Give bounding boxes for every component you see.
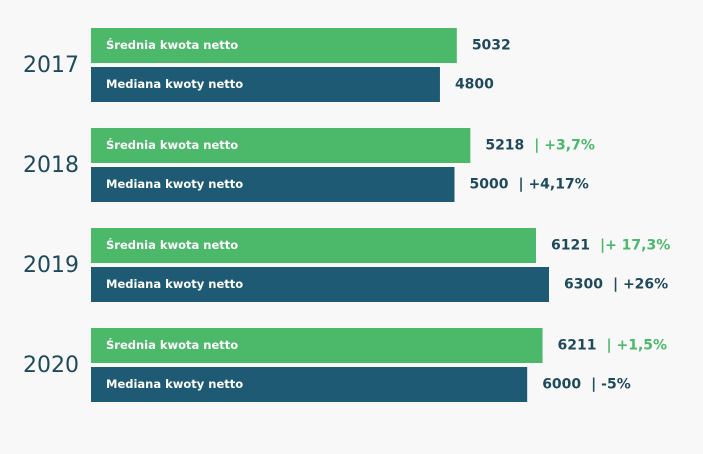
bar [91,267,549,302]
bar [91,228,536,263]
bar [91,367,528,402]
bar-series-label: Mediana kwoty netto [106,77,243,91]
value-label: 5218 [485,138,524,154]
change-label: | +26% [613,277,668,293]
bar-series-label: Mediana kwoty netto [106,277,243,291]
bar-series-label: Mediana kwoty netto [106,377,243,391]
year-label: 2017 [23,53,79,78]
value-label: 5032 [472,38,511,54]
change-label: |+ 17,3% [600,238,670,254]
change-label: | +4,17% [518,177,588,193]
bar-series-label: Średnia kwota netto [106,337,238,352]
change-label: | -5% [591,377,631,393]
change-label: | +1,5% [606,338,667,354]
change-label: | +3,7% [534,138,595,154]
year-label: 2020 [23,353,79,378]
bar-series-label: Średnia kwota netto [106,137,238,152]
year-label: 2018 [23,153,79,178]
bar-series-label: Średnia kwota netto [106,237,238,252]
value-label: 6121 [551,238,590,254]
value-label: 5000 [469,177,508,193]
bar-series-label: Średnia kwota netto [106,37,238,52]
value-label: 6211 [558,338,597,354]
bar-series-label: Mediana kwoty netto [106,177,243,191]
bar [91,28,457,63]
value-label: 4800 [455,77,494,93]
year-label: 2019 [23,253,79,278]
value-label: 6300 [564,277,603,293]
bar [91,67,440,102]
bar [91,328,543,363]
value-label: 6000 [542,377,581,393]
bar [91,128,471,163]
bar [91,167,455,202]
